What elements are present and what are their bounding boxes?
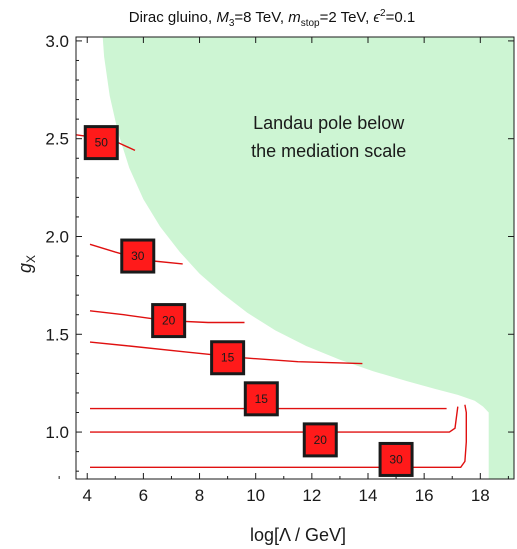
contour-label-box-4 [243, 381, 279, 417]
x-tick-label-6: 6 [139, 486, 148, 505]
title-mstop-sub: stop [301, 18, 320, 29]
title-mstop-value: =2 TeV, [320, 9, 374, 26]
contour-label-20-2: 20 [162, 314, 176, 328]
title-eps-sup: 2 [380, 8, 386, 19]
contour-label-50-0: 50 [95, 136, 109, 150]
x-tick-label-8: 8 [195, 486, 204, 505]
y-axis-sub: X [24, 255, 38, 263]
contour-label-box-2 [151, 303, 187, 339]
plot-area: 4 6 8 10 12 14 16 18 1.0 1.5 2.0 2.5 3.0 Landau pole … [45, 32, 515, 505]
landau-pole-region [102, 37, 514, 479]
contour-label-30-6: 30 [389, 452, 403, 466]
contour-label-box-6 [378, 441, 414, 477]
contour-line-20-5 [90, 406, 459, 433]
chart-title: Dirac gluino, M3=8 TeV, mstop=2 TeV, ϵ2=… [129, 8, 415, 29]
title-eps-symbol: ϵ [373, 9, 380, 26]
contour-label-20-5: 20 [314, 433, 328, 447]
x-axis-title: log[Λ / GeV] [250, 525, 346, 545]
region-label-line1: Landau pole below [253, 113, 405, 133]
title-eps-value: =0.1 [386, 9, 416, 26]
contour-label-15-3: 15 [221, 351, 235, 365]
x-tick-label-18: 18 [471, 486, 490, 505]
x-tick-label-16: 16 [415, 486, 434, 505]
y-tick-label-1.5: 1.5 [45, 325, 69, 344]
contour-line-30-6 [90, 404, 467, 468]
y-tick-label-2: 2.0 [45, 227, 69, 246]
contour-label-30-1: 30 [131, 249, 145, 263]
title-prefix: Dirac gluino, [129, 9, 217, 26]
x-tick-label-10: 10 [246, 486, 265, 505]
y-tick-label-3: 3.0 [45, 32, 69, 51]
x-tick-label-4: 4 [82, 486, 91, 505]
title-m3-value: =8 TeV, [234, 9, 288, 26]
y-axis-symbol: g [15, 263, 35, 273]
title-mstop-symbol: m [288, 9, 301, 26]
y-tick-label-1: 1.0 [45, 423, 69, 442]
contour-label-box-0 [83, 125, 119, 161]
contour-label-box-5 [302, 422, 338, 458]
title-m3-symbol: M [216, 9, 229, 26]
x-tick-label-12: 12 [302, 486, 321, 505]
contour-label-15-4: 15 [255, 392, 269, 406]
contour-label-box-3 [210, 340, 246, 376]
x-tick-label-14: 14 [359, 486, 378, 505]
title-m3-sub: 3 [229, 18, 235, 29]
y-tick-label-2.5: 2.5 [45, 130, 69, 149]
y-axis-title: gX [15, 255, 38, 273]
plot-frame [75, 36, 515, 480]
region-label-line2: the mediation scale [251, 141, 406, 161]
contour-label-box-1 [120, 238, 156, 274]
